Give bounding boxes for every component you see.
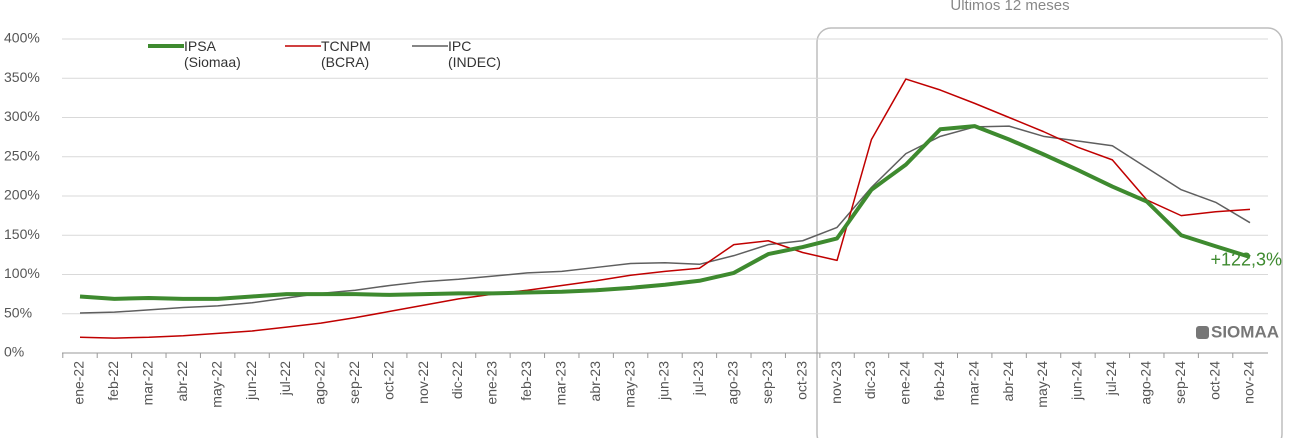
series-line: [79, 125, 1251, 314]
x-tick-label: jul-24: [1103, 361, 1119, 396]
x-tick-label: abr-24: [1000, 361, 1016, 402]
x-tick-label: ago-23: [725, 361, 741, 405]
x-tick-label: ago-24: [1137, 361, 1153, 405]
series-line: [79, 124, 1251, 301]
x-tick-label: mar-24: [965, 361, 981, 406]
highlight-box: [816, 27, 1283, 438]
y-tick-label: 250%: [4, 147, 40, 163]
x-tick-label: feb-23: [518, 361, 534, 401]
value-label: +122,3%: [1210, 250, 1282, 270]
x-tick-label: oct-23: [793, 361, 809, 400]
x-tick-label: may-22: [208, 361, 224, 408]
x-tick-label: feb-22: [105, 361, 121, 401]
y-tick-label: 400%: [4, 30, 40, 46]
annotation: Últimos 12 meses: [950, 0, 1069, 14]
y-tick-label: 50%: [4, 304, 32, 320]
x-tick-label: oct-22: [380, 361, 396, 400]
x-tick-label: mar-22: [140, 361, 156, 406]
x-tick-label: abr-23: [587, 361, 603, 402]
x-tick-label: jun-24: [1069, 361, 1085, 401]
x-tick-label: jun-23: [656, 361, 672, 401]
legend-label: IPSA (Siomaa): [184, 38, 241, 70]
x-tick-label: may-23: [621, 361, 637, 408]
x-tick-label: oct-24: [1206, 361, 1222, 400]
x-tick-label: ene-22: [71, 361, 87, 405]
x-tick-label: ago-22: [312, 361, 328, 405]
x-tick-label: sep-22: [346, 361, 362, 404]
x-tick-label: nov-22: [415, 361, 431, 404]
legend-label: TCNPM (BCRA): [321, 38, 371, 70]
x-tick-label: ene-23: [484, 361, 500, 405]
x-tick-label: mar-23: [552, 361, 568, 406]
logo: SIOMAA: [1211, 322, 1279, 341]
series-line: [79, 78, 1251, 339]
x-tick-label: nov-24: [1241, 361, 1257, 404]
x-tick-label: sep-23: [759, 361, 775, 404]
y-tick-label: 0%: [4, 344, 24, 360]
y-tick-label: 200%: [4, 187, 40, 203]
y-tick-label: 300%: [4, 108, 40, 124]
x-tick-label: dic-23: [862, 361, 878, 399]
x-tick-label: jul-22: [277, 361, 293, 396]
x-tick-label: dic-22: [449, 361, 465, 399]
x-tick-label: jul-23: [690, 361, 706, 396]
x-tick-label: nov-23: [828, 361, 844, 404]
x-tick-label: jun-22: [243, 361, 259, 401]
x-tick-label: may-24: [1034, 361, 1050, 408]
x-tick-label: sep-24: [1172, 361, 1188, 404]
x-tick-label: ene-24: [897, 361, 913, 405]
legend-label: IPC (INDEC): [448, 38, 501, 70]
x-tick-label: abr-22: [174, 361, 190, 402]
logo-icon: [1196, 326, 1209, 339]
y-tick-label: 150%: [4, 226, 40, 242]
y-tick-label: 350%: [4, 69, 40, 85]
y-tick-label: 100%: [4, 265, 40, 281]
x-tick-label: feb-24: [931, 361, 947, 401]
